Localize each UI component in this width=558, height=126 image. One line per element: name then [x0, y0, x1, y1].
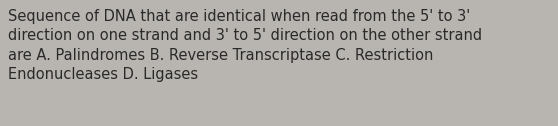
Text: Sequence of DNA that are identical when read from the 5' to 3'
direction on one : Sequence of DNA that are identical when … — [8, 9, 483, 83]
